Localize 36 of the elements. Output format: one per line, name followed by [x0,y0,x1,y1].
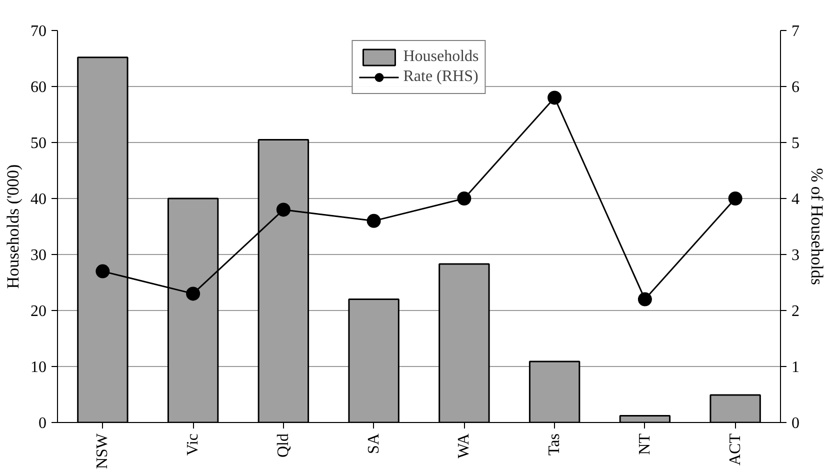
y2-tick-label: 2 [792,303,800,320]
y2-tick-label: 4 [792,191,800,208]
point [276,202,290,217]
y-axis-title: Households ('000) [4,164,22,289]
point [728,192,742,206]
y-tick-label: 60 [30,79,46,96]
point [186,286,200,301]
x-tick-label: ACT [726,433,744,466]
y2-tick-label: 6 [792,79,800,96]
y-tick-label: 30 [30,247,46,264]
legend-label: Households [403,48,479,66]
point [366,214,381,228]
point [638,292,652,306]
y2-tick-label: 1 [792,359,800,376]
x-tick-label: NT [636,433,654,455]
x-tick-label: Qld [274,434,292,458]
y-tick-label: 10 [30,359,46,376]
point [548,90,562,105]
y2-tick-label: 3 [792,247,800,264]
y2-tick-label: 5 [792,135,800,152]
point [457,192,472,206]
x-tick-label: WA [456,433,473,458]
y-tick-label: 50 [30,135,46,152]
y2-tick-label: 7 [792,23,800,40]
x-tick-label: Tas [546,434,564,456]
legend-label: Rate (RHS) [403,68,478,86]
y2-axis-title: % of Households [808,168,826,286]
x-tick-label: NSW [94,432,112,470]
y-tick-label: 0 [38,415,46,432]
x-tick-label: SA [365,433,382,454]
point [96,264,110,278]
y-tick-label: 70 [30,23,46,40]
y-tick-label: 40 [30,191,46,208]
y2-tick-label: 0 [792,415,800,432]
x-tick-label: Vic [184,434,202,456]
y-tick-label: 20 [30,303,46,320]
